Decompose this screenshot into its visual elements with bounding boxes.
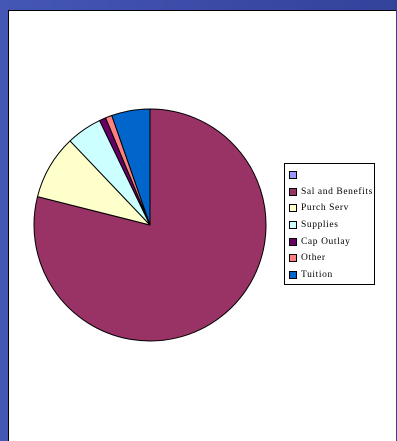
legend-item: Tuition — [289, 267, 374, 284]
legend-label: Purch Serv — [301, 203, 349, 214]
pie-slice-sal-and-benefits — [33, 108, 267, 342]
legend-swatch — [289, 221, 297, 230]
legend-label: Tuition — [301, 269, 333, 280]
legend-swatch — [289, 237, 297, 246]
legend-label: Other — [301, 253, 326, 264]
legend-swatch — [289, 171, 297, 180]
legend-swatch — [289, 254, 297, 263]
legend-item — [289, 167, 374, 184]
legend-swatch — [289, 204, 297, 213]
legend-item: Sal and Benefits — [289, 184, 374, 201]
chart-legend: Sal and Benefits Purch Serv Supplies Cap… — [284, 163, 375, 285]
legend-item: Other — [289, 250, 374, 267]
pie-slice-tuition — [111, 108, 151, 226]
legend-label: Supplies — [301, 220, 339, 231]
legend-label: Cap Outlay — [301, 236, 351, 247]
legend-label: Sal and Benefits — [301, 186, 373, 197]
legend-swatch — [289, 270, 297, 279]
legend-item: Cap Outlay — [289, 233, 374, 250]
legend-swatch — [289, 187, 297, 196]
legend-item: Supplies — [289, 217, 374, 234]
legend-item: Purch Serv — [289, 200, 374, 217]
